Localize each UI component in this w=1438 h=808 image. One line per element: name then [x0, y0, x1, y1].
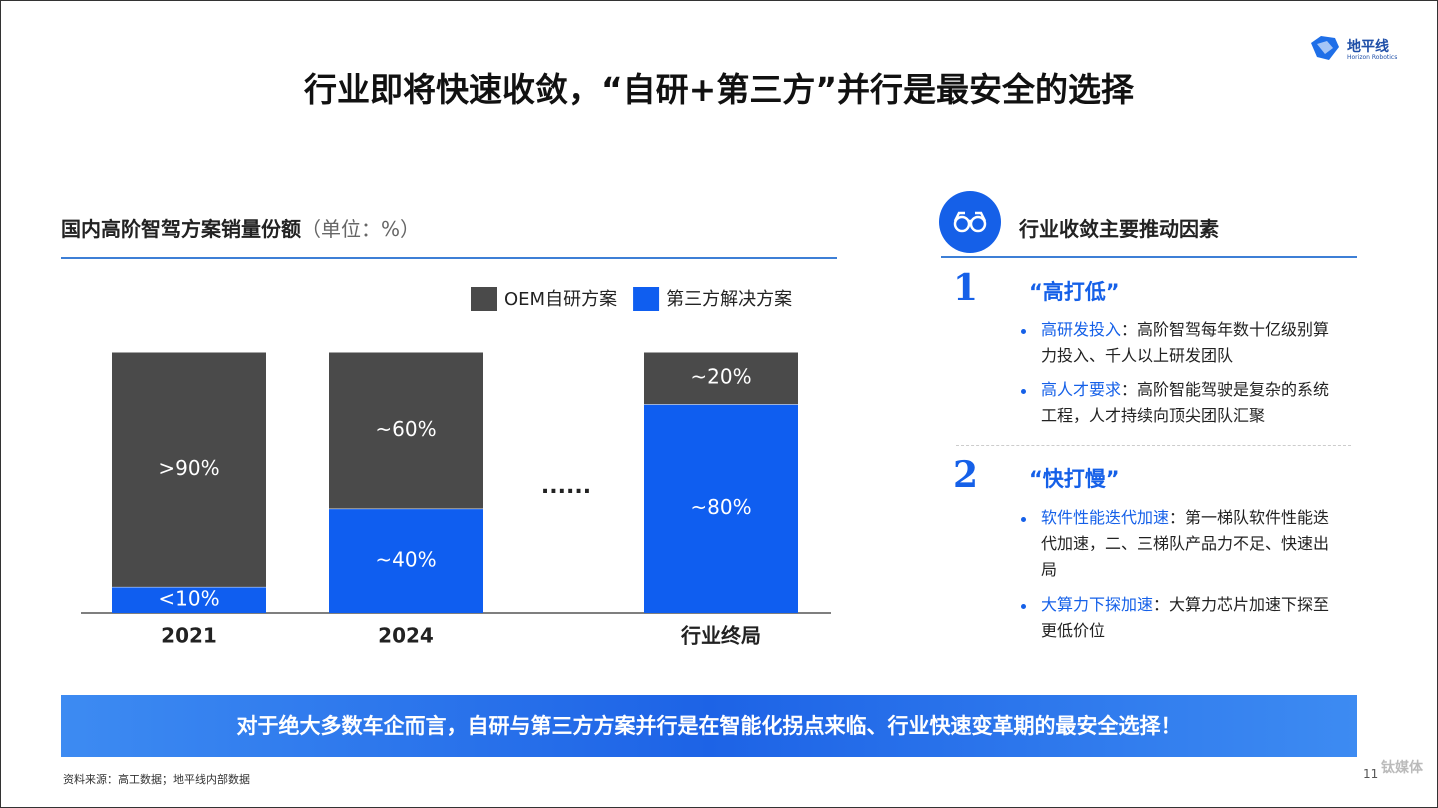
value-label: ~60%: [375, 417, 436, 441]
slide-title: 行业即将快速收敛，“自研+第三方”并行是最安全的选择: [303, 70, 1135, 109]
logo-icon: [1311, 36, 1339, 60]
bar-segment: [644, 352, 798, 405]
bullet-label: 高人才要求: [1041, 380, 1122, 399]
divider: [941, 256, 1357, 258]
factors-heading: 行业收敛主要推动因素: [1019, 217, 1219, 241]
bullet-text: ：高阶智能驾驶是复杂的系统工程，人才持续向顶尖团队汇聚: [1041, 380, 1330, 425]
bullet-dot: [1021, 329, 1026, 334]
bullet-text: ：第一梯队软件性能迭代加速，二、三梯队产品力不足、快速出局: [1041, 508, 1330, 579]
x-tick-label: 2021: [161, 624, 217, 648]
x-tick-label: 行业终局: [680, 624, 761, 648]
separator: [956, 445, 1351, 446]
factor-title: “快打慢”: [1029, 467, 1120, 491]
legend-swatch: [471, 287, 497, 311]
bullet-dot: [1021, 389, 1026, 394]
value-label: ~40%: [375, 547, 436, 571]
annotation: ......: [541, 474, 591, 499]
page-number: 11: [1363, 767, 1379, 781]
divider: [61, 257, 837, 259]
bullet-label: 大算力下探加速: [1041, 595, 1154, 614]
factor-title: “高打低”: [1029, 280, 1120, 304]
bullet-label: 软件性能迭代加速: [1041, 508, 1170, 527]
bar-segment: [112, 352, 266, 587]
bullet: 高研发投入：高阶智驾每年数十亿级别算力投入、千人以上研发团队: [1041, 317, 1341, 369]
logo-name: 地平线: [1347, 39, 1389, 55]
bullet: 高人才要求：高阶智能驾驶是复杂的系统工程，人才持续向顶尖团队汇聚: [1041, 377, 1341, 429]
logo-subtitle: Horizon Robotics: [1347, 54, 1398, 61]
bar-segment: [329, 352, 483, 509]
legend-swatch: [633, 287, 660, 311]
chart-title: 国内高阶智驾方案销量份额（单位：%）: [61, 213, 420, 242]
bullet-text: ：大算力芯片加速下探至更低价位: [1041, 595, 1330, 640]
unit-note: （单位：%）: [301, 217, 421, 241]
bullet-dot: [1021, 517, 1026, 522]
bullet: 软件性能迭代加速：第一梯队软件性能迭代加速，二、三梯队产品力不足、快速出局: [1041, 505, 1341, 583]
bullet-label: 高研发投入: [1041, 320, 1122, 339]
chart: OEM自研方案 第三方解决方案 2021 <10% >90% 2024 ~40% ~60%..…: [81, 287, 831, 648]
value-label: ~80%: [690, 495, 751, 519]
value-label: >90%: [158, 456, 219, 480]
factor-number: 1: [953, 267, 979, 309]
value-label: <10%: [158, 586, 219, 610]
watermark: 钛媒体: [1381, 760, 1423, 776]
x-tick-label: 2024: [378, 624, 434, 648]
bar-segment: [112, 586, 266, 613]
legend-label: 第三方解决方案: [666, 289, 792, 310]
bullet-text: ：高阶智驾每年数十亿级别算力投入、千人以上研发团队: [1041, 320, 1330, 365]
factor-number: 2: [953, 454, 979, 496]
legend-label: OEM自研方案: [504, 289, 617, 310]
source: 资料来源：高工数据；地平线内部数据: [63, 773, 250, 786]
value-label: ~20%: [690, 365, 751, 389]
banner: 对于绝大多数车企而言，自研与第三方方案并行是在智能化拐点来临、行业快速变革期的最…: [61, 695, 1357, 757]
bullet-dot: [1021, 604, 1026, 609]
bullet: 大算力下探加速：大算力芯片加速下探至更低价位: [1041, 592, 1341, 644]
bar-segment: [329, 508, 483, 613]
bar-segment: [644, 404, 798, 613]
chart-title-text: 国内高阶智驾方案销量份额: [61, 217, 301, 241]
factor-icon: [939, 191, 1001, 253]
